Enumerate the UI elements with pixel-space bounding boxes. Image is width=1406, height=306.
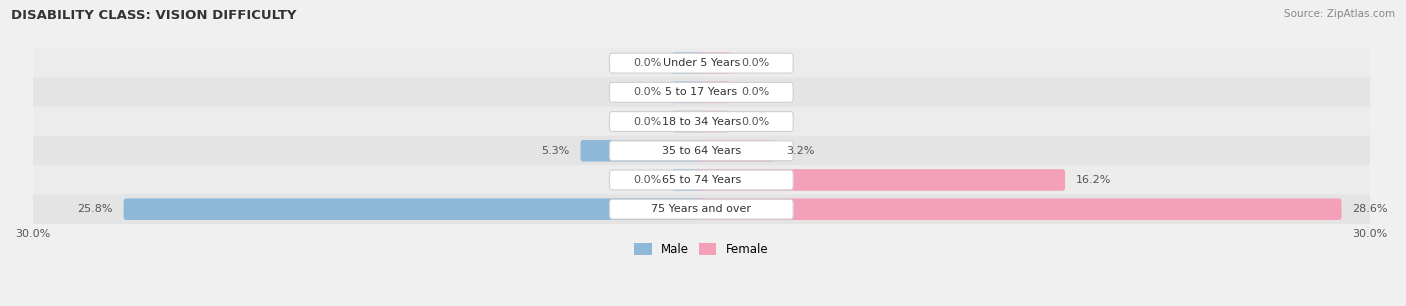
- FancyBboxPatch shape: [30, 77, 1374, 107]
- Text: 0.0%: 0.0%: [741, 87, 769, 97]
- Text: 18 to 34 Years: 18 to 34 Years: [662, 117, 741, 127]
- FancyBboxPatch shape: [30, 194, 1374, 224]
- Text: Source: ZipAtlas.com: Source: ZipAtlas.com: [1284, 9, 1395, 19]
- Text: 0.0%: 0.0%: [633, 117, 661, 127]
- Text: 28.6%: 28.6%: [1353, 204, 1388, 214]
- Text: 0.0%: 0.0%: [741, 58, 769, 68]
- Text: 5.3%: 5.3%: [541, 146, 569, 156]
- FancyBboxPatch shape: [699, 169, 1066, 191]
- FancyBboxPatch shape: [609, 53, 793, 73]
- FancyBboxPatch shape: [672, 111, 704, 132]
- Text: 0.0%: 0.0%: [741, 117, 769, 127]
- FancyBboxPatch shape: [699, 111, 731, 132]
- FancyBboxPatch shape: [699, 198, 1341, 220]
- Text: 0.0%: 0.0%: [633, 87, 661, 97]
- Text: 0.0%: 0.0%: [633, 58, 661, 68]
- FancyBboxPatch shape: [30, 107, 1374, 136]
- FancyBboxPatch shape: [609, 112, 793, 132]
- FancyBboxPatch shape: [30, 136, 1374, 166]
- Text: 5 to 17 Years: 5 to 17 Years: [665, 87, 737, 97]
- Text: 0.0%: 0.0%: [633, 175, 661, 185]
- FancyBboxPatch shape: [124, 198, 704, 220]
- FancyBboxPatch shape: [672, 81, 704, 103]
- FancyBboxPatch shape: [699, 81, 731, 103]
- Text: Under 5 Years: Under 5 Years: [662, 58, 740, 68]
- Legend: Male, Female: Male, Female: [630, 238, 773, 261]
- FancyBboxPatch shape: [699, 52, 731, 74]
- FancyBboxPatch shape: [609, 199, 793, 219]
- Text: 75 Years and over: 75 Years and over: [651, 204, 751, 214]
- FancyBboxPatch shape: [699, 140, 775, 162]
- FancyBboxPatch shape: [609, 82, 793, 102]
- FancyBboxPatch shape: [30, 48, 1374, 78]
- FancyBboxPatch shape: [672, 52, 704, 74]
- FancyBboxPatch shape: [581, 140, 704, 162]
- Text: 65 to 74 Years: 65 to 74 Years: [662, 175, 741, 185]
- Text: 25.8%: 25.8%: [77, 204, 112, 214]
- FancyBboxPatch shape: [609, 141, 793, 161]
- FancyBboxPatch shape: [609, 170, 793, 190]
- Text: 35 to 64 Years: 35 to 64 Years: [662, 146, 741, 156]
- Text: 3.2%: 3.2%: [786, 146, 814, 156]
- Text: DISABILITY CLASS: VISION DIFFICULTY: DISABILITY CLASS: VISION DIFFICULTY: [11, 9, 297, 22]
- Text: 16.2%: 16.2%: [1076, 175, 1111, 185]
- FancyBboxPatch shape: [672, 169, 704, 191]
- FancyBboxPatch shape: [30, 165, 1374, 195]
